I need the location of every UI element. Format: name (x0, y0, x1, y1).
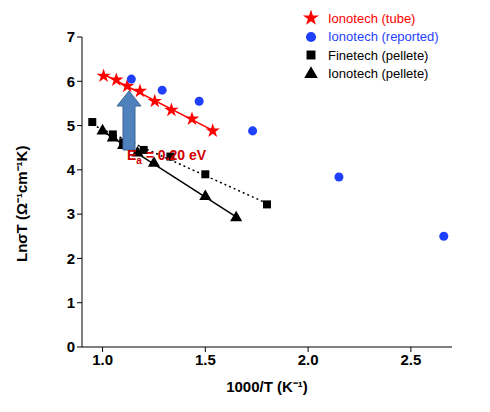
svg-text:0: 0 (67, 338, 75, 355)
svg-text:7: 7 (67, 28, 75, 45)
svg-text:3: 3 (67, 205, 75, 222)
svg-text:1.5: 1.5 (195, 351, 216, 368)
svg-text:2.0: 2.0 (298, 351, 319, 368)
svg-text:2.5: 2.5 (400, 351, 421, 368)
svg-text:LnσT (Ω⁻¹cm⁻¹K): LnσT (Ω⁻¹cm⁻¹K) (13, 146, 30, 262)
html-text:Ionotech (tube): Ionotech (tube) (328, 10, 416, 26)
svg-text:1.0: 1.0 (92, 351, 113, 368)
svg-text:4: 4 (67, 161, 76, 178)
svg-text:1000/T (K⁻¹): 1000/T (K⁻¹) (226, 378, 308, 395)
svg-text:5: 5 (67, 117, 75, 134)
html-text:Finetech (pellete): Finetech (pellete) (328, 47, 429, 63)
svg-text:2: 2 (67, 250, 75, 267)
svg-text:1: 1 (67, 294, 75, 311)
svg-text:6: 6 (67, 73, 75, 90)
html-text:Ionotech (reported): Ionotech (reported) (328, 29, 439, 45)
html-text:Ionotech (pellete): Ionotech (pellete) (328, 66, 429, 82)
html-text:Ea= 0.20 eV: Ea= 0.20 eV (127, 147, 207, 166)
